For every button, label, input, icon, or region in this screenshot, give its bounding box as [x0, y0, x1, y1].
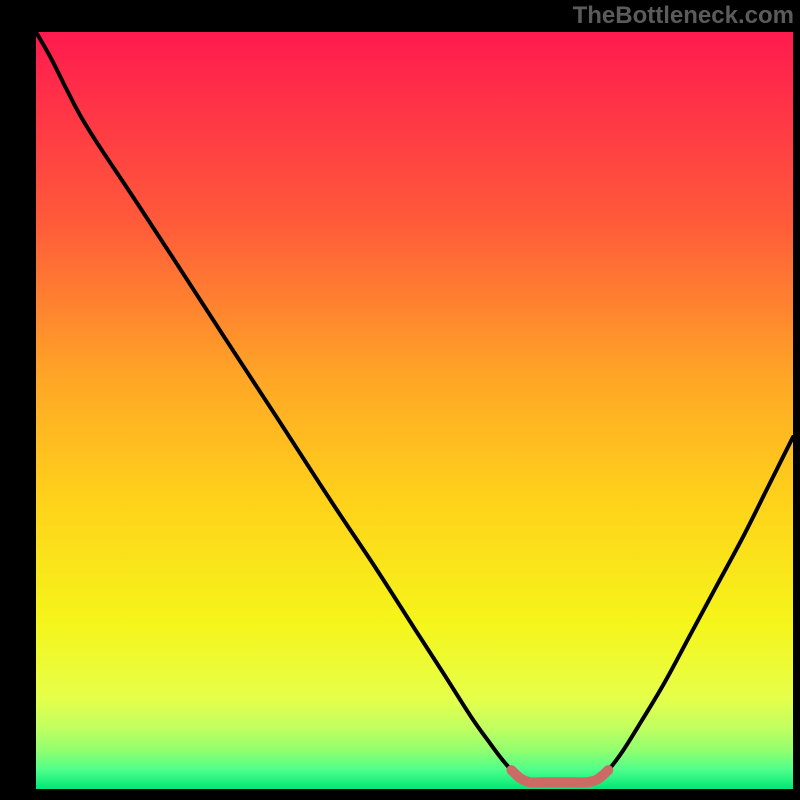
plot-area	[36, 32, 793, 789]
gradient-background	[36, 32, 793, 789]
chart-svg	[36, 32, 793, 789]
attribution-label: TheBottleneck.com	[573, 0, 800, 30]
chart-frame: TheBottleneck.com	[0, 0, 800, 800]
